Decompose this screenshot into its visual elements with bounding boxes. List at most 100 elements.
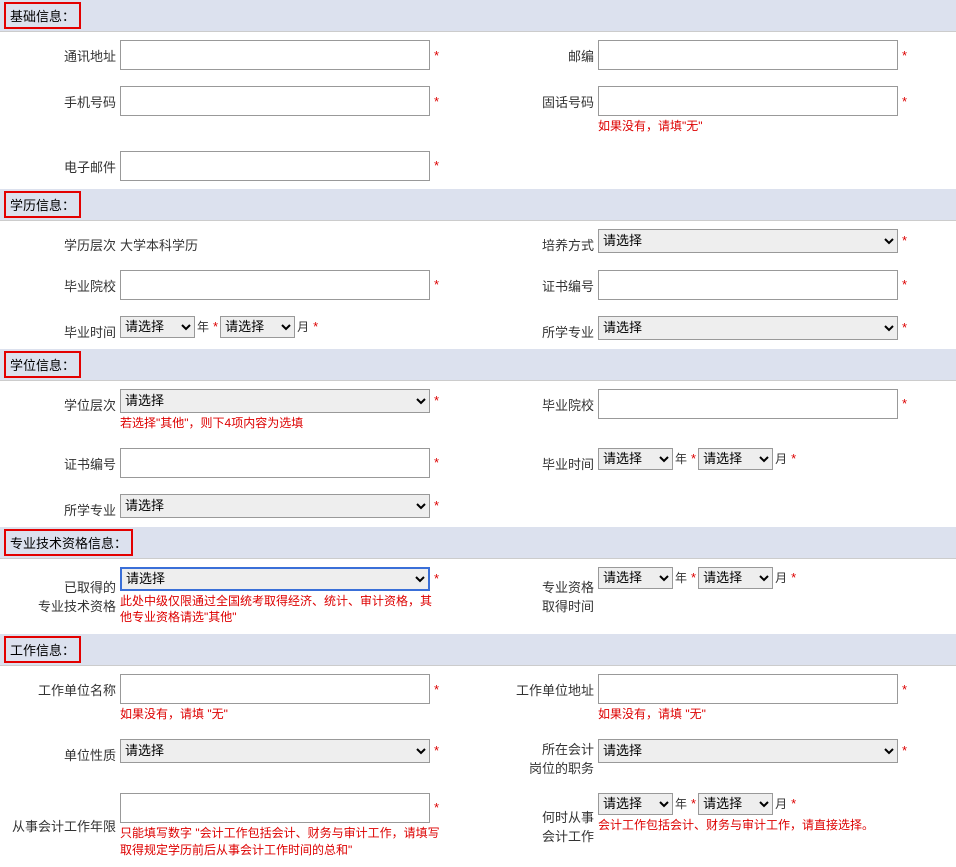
section-education-header: 学历信息： xyxy=(0,189,956,221)
star-work-years: * xyxy=(434,800,439,815)
select-position[interactable]: 请选择 xyxy=(598,739,898,763)
label-degree-time: 毕业时间 xyxy=(478,448,598,473)
star-major: * xyxy=(902,320,907,335)
label-school: 毕业院校 xyxy=(0,270,120,295)
input-email[interactable] xyxy=(120,151,430,181)
label-work-years: 从事会计工作年限 xyxy=(0,816,120,835)
hint-work-unit: 如果没有，请填 "无" xyxy=(120,706,440,723)
hint-acquired-qual: 此处中级仅限通过全国统考取得经济、统计、审计资格，其他专业资格请选"其他" xyxy=(120,593,440,627)
workstart-year-suffix: 年* xyxy=(675,795,696,812)
label-work-unit: 工作单位名称 xyxy=(0,674,120,699)
select-workstart-year[interactable]: 请选择 xyxy=(598,793,673,815)
section-basic-title: 基础信息： xyxy=(4,2,81,29)
row-email: 电子邮件 * xyxy=(0,143,956,189)
input-degree-school[interactable] xyxy=(598,389,898,419)
label-degree-school: 毕业院校 xyxy=(478,389,598,414)
input-work-addr[interactable] xyxy=(598,674,898,704)
input-postcode[interactable] xyxy=(598,40,898,70)
section-professional-header: 专业技术资格信息： xyxy=(0,527,956,559)
row-mobile-phone: 手机号码 * 固话号码 * 如果没有，请填"无" xyxy=(0,78,956,143)
star-email: * xyxy=(434,158,439,173)
select-qual-month[interactable]: 请选择 xyxy=(698,567,773,589)
section-degree-header: 学位信息： xyxy=(0,349,956,381)
label-acquired-qual: 已取得的专业技术资格 xyxy=(0,577,120,615)
select-workstart-month[interactable]: 请选择 xyxy=(698,793,773,815)
qual-month-suffix: 月* xyxy=(775,569,796,586)
row-school-certno: 毕业院校 * 证书编号 * xyxy=(0,262,956,308)
star-cert: * xyxy=(902,277,907,292)
select-acquired-qual[interactable]: 请选择 xyxy=(120,567,430,591)
row-gradtime-major: 毕业时间 请选择 年* 请选择 月* 所学专业 请选择 * xyxy=(0,308,956,349)
degree-month-suffix: 月* xyxy=(775,450,796,467)
label-training-mode: 培养方式 xyxy=(478,229,598,254)
hint-degree-level: 若选择"其他"，则下4项内容为选填 xyxy=(120,415,440,432)
label-unit-type: 单位性质 xyxy=(0,739,120,764)
row-degreecert-time: 证书编号 * 毕业时间 请选择 年* 请选择 月* xyxy=(0,440,956,486)
star-mobile: * xyxy=(434,94,439,109)
select-degree-year[interactable]: 请选择 xyxy=(598,448,673,470)
section-degree-title: 学位信息： xyxy=(4,351,81,378)
star-work-addr: * xyxy=(902,682,907,697)
input-work-unit[interactable] xyxy=(120,674,430,704)
star-acquired-qual: * xyxy=(434,571,439,586)
label-postcode: 邮编 xyxy=(478,40,598,65)
qual-year-suffix: 年* xyxy=(675,569,696,586)
section-basic-header: 基础信息： xyxy=(0,0,956,32)
degree-year-suffix: 年* xyxy=(675,450,696,467)
star-degree-school: * xyxy=(902,396,907,411)
star-school: * xyxy=(434,277,439,292)
row-workyears-start: 从事会计工作年限 * 只能填写数字 "会计工作包括会计、财务与审计工作，请填写取… xyxy=(0,785,956,867)
label-phone: 固话号码 xyxy=(478,86,598,111)
select-grad-year[interactable]: 请选择 xyxy=(120,316,195,338)
section-professional-title: 专业技术资格信息： xyxy=(4,529,133,556)
star-postcode: * xyxy=(902,48,907,63)
input-school[interactable] xyxy=(120,270,430,300)
label-degree-level: 学位层次 xyxy=(0,389,120,414)
select-grad-month[interactable]: 请选择 xyxy=(220,316,295,338)
input-address[interactable] xyxy=(120,40,430,70)
label-grad-time: 毕业时间 xyxy=(0,316,120,341)
label-work-addr: 工作单位地址 xyxy=(478,674,598,699)
grad-year-suffix: 年* xyxy=(197,318,218,335)
label-work-start: 何时从事会计工作 xyxy=(478,807,598,845)
label-degree-major: 所学专业 xyxy=(0,494,120,519)
select-degree-level[interactable]: 请选择 xyxy=(120,389,430,413)
row-unittype-position: 单位性质 请选择 * 所在会计岗位的职务 请选择 * xyxy=(0,731,956,785)
label-cert-no: 证书编号 xyxy=(478,270,598,295)
row-edulevel-training: 学历层次 大学本科学历 培养方式 请选择 * xyxy=(0,221,956,262)
input-degree-cert[interactable] xyxy=(120,448,430,478)
select-degree-month[interactable]: 请选择 xyxy=(698,448,773,470)
row-degreelevel-school: 学位层次 请选择 * 若选择"其他"，则下4项内容为选填 毕业院校 * xyxy=(0,381,956,440)
hint-work-years: 只能填写数字 "会计工作包括会计、财务与审计工作，请填写取得规定学历前后从事会计… xyxy=(120,825,440,859)
label-qual-time: 专业资格取得时间 xyxy=(478,577,598,615)
select-major[interactable]: 请选择 xyxy=(598,316,898,340)
label-position: 所在会计岗位的职务 xyxy=(478,739,598,777)
row-address-postcode: 通讯地址 * 邮编 * xyxy=(0,32,956,78)
star-degree-major: * xyxy=(434,498,439,513)
grad-month-suffix: 月* xyxy=(297,318,318,335)
input-cert-no[interactable] xyxy=(598,270,898,300)
workstart-month-suffix: 月* xyxy=(775,795,796,812)
input-work-years[interactable] xyxy=(120,793,430,823)
select-degree-major[interactable]: 请选择 xyxy=(120,494,430,518)
star-degree-cert: * xyxy=(434,455,439,470)
star-position: * xyxy=(902,743,907,758)
label-major: 所学专业 xyxy=(478,316,598,341)
select-qual-year[interactable]: 请选择 xyxy=(598,567,673,589)
hint-phone: 如果没有，请填"无" xyxy=(598,118,918,135)
row-qualification: 已取得的专业技术资格 请选择 * 此处中级仅限通过全国统考取得经济、统计、审计资… xyxy=(0,559,956,635)
select-unit-type[interactable]: 请选择 xyxy=(120,739,430,763)
input-mobile[interactable] xyxy=(120,86,430,116)
label-mobile: 手机号码 xyxy=(0,86,120,111)
hint-work-addr: 如果没有，请填 "无" xyxy=(598,706,918,723)
label-edu-level: 学历层次 xyxy=(0,229,120,254)
label-email: 电子邮件 xyxy=(0,151,120,176)
input-phone[interactable] xyxy=(598,86,898,116)
star-work-unit: * xyxy=(434,682,439,697)
label-degree-cert: 证书编号 xyxy=(0,448,120,473)
star-address: * xyxy=(434,48,439,63)
section-work-header: 工作信息： xyxy=(0,634,956,666)
value-edu-level: 大学本科学历 xyxy=(120,229,198,254)
select-training-mode[interactable]: 请选择 xyxy=(598,229,898,253)
section-work-title: 工作信息： xyxy=(4,636,81,663)
